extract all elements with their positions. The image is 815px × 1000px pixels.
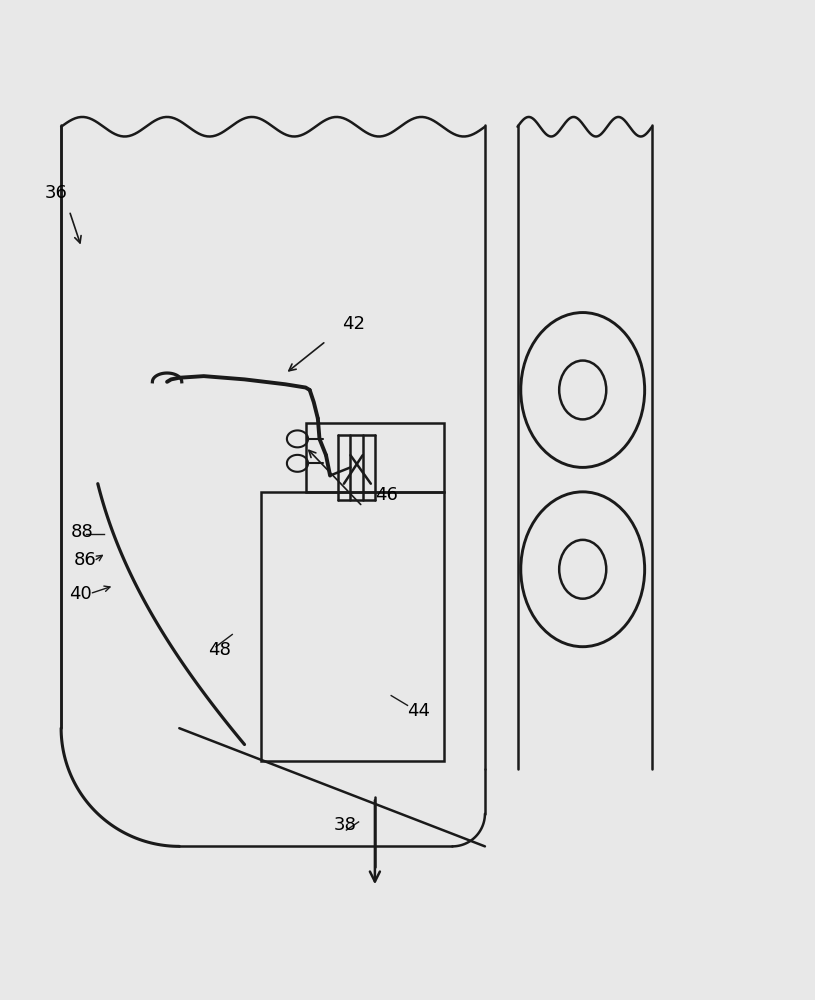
Text: 38: 38 bbox=[334, 816, 357, 834]
Text: 88: 88 bbox=[71, 523, 94, 541]
Text: 86: 86 bbox=[73, 551, 96, 569]
Text: 40: 40 bbox=[69, 585, 92, 603]
Text: 48: 48 bbox=[208, 641, 231, 659]
Text: 42: 42 bbox=[342, 315, 365, 333]
Text: 46: 46 bbox=[375, 486, 398, 504]
Text: 36: 36 bbox=[45, 184, 68, 202]
Text: 44: 44 bbox=[408, 702, 430, 720]
